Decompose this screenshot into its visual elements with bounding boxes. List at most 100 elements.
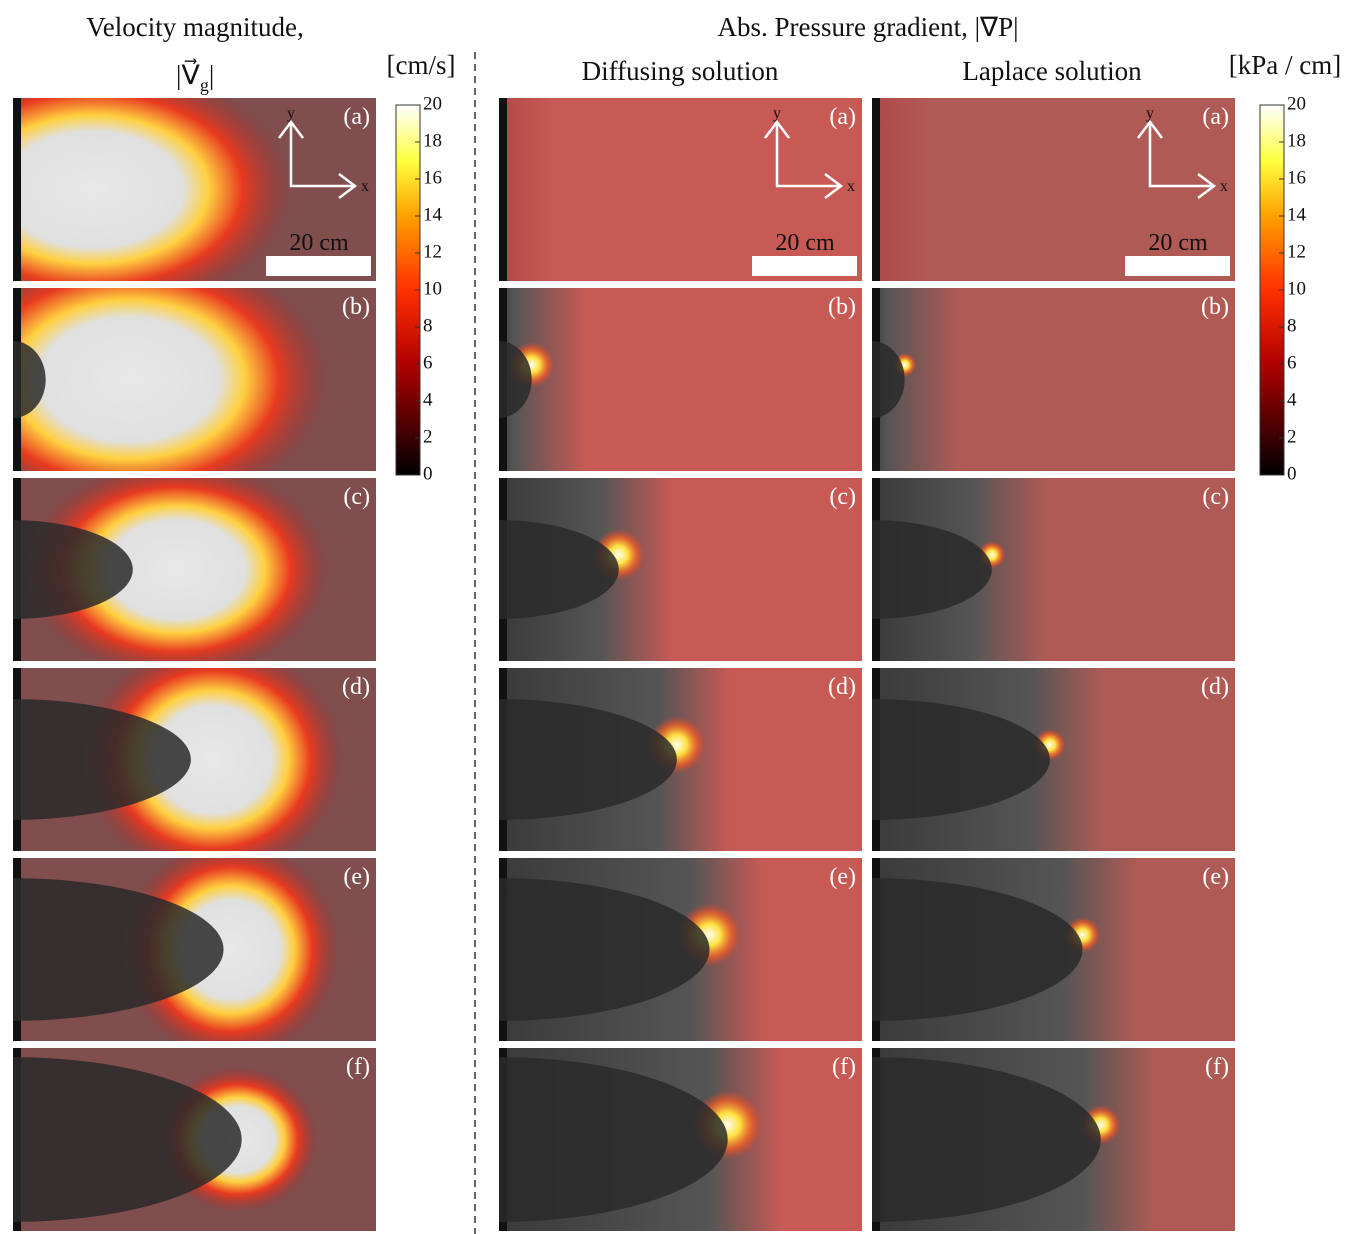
scale-bar-label: 20 cm	[775, 230, 835, 256]
panel-image	[499, 98, 862, 281]
colorbar-tick-label: 6	[1287, 352, 1297, 373]
axis-label: x	[361, 178, 369, 195]
scale-bar	[1125, 256, 1230, 276]
colorbar-tick-label: 4	[1287, 389, 1297, 410]
panel: (e)	[13, 858, 376, 1041]
colorbar-tick-label: 0	[423, 463, 433, 484]
injection-edge	[13, 98, 21, 281]
panel-label: (d)	[342, 674, 370, 700]
colorbar-tick-label: 16	[423, 167, 442, 188]
left-symbol: |V⃗g|	[176, 58, 214, 95]
panel-label: (f)	[1205, 1054, 1229, 1080]
panel-image	[13, 478, 376, 661]
panel: (e)	[499, 858, 862, 1041]
panel: (c)	[872, 478, 1235, 661]
panel-image	[872, 288, 1235, 471]
velocity-field	[13, 288, 329, 471]
panel-image	[13, 1048, 376, 1231]
axis-arrows	[1137, 119, 1217, 199]
panel: (d)	[13, 668, 376, 851]
background	[499, 98, 862, 281]
panel-image	[872, 1048, 1235, 1231]
axis-label: x	[1220, 178, 1228, 195]
colorbar-tick-label: 16	[1287, 167, 1306, 188]
colorbar-tick-label: 6	[423, 352, 433, 373]
panel: (f)	[13, 1048, 376, 1231]
symbol-close: |	[209, 60, 214, 90]
panel-label: (a)	[1202, 104, 1229, 130]
panel-label: (f)	[346, 1054, 370, 1080]
colorbar-tick-label: 14	[1287, 204, 1307, 225]
panel-image	[499, 858, 862, 1041]
panel: (b)	[499, 288, 862, 471]
scale-bar-label: 20 cm	[1148, 230, 1208, 256]
panel: (f)	[499, 1048, 862, 1231]
panel: (a) y x 20 cm	[872, 98, 1235, 281]
left-title: Velocity magnitude,	[86, 12, 303, 42]
colorbar-tick-label: 8	[1287, 315, 1297, 336]
injection-edge	[499, 98, 507, 281]
panel-label: (c)	[1202, 484, 1229, 510]
panel-label: (d)	[1201, 674, 1229, 700]
panel-label: (b)	[342, 294, 370, 320]
finger-pattern	[872, 878, 1083, 1021]
panel-label: (a)	[343, 104, 370, 130]
colorbar-tick-label: 2	[1287, 426, 1297, 447]
velocity-field	[23, 478, 329, 661]
panel-label: (e)	[343, 864, 370, 890]
colorbar-tick-label: 4	[423, 389, 433, 410]
axis-label: x	[847, 178, 855, 195]
axis-label: y	[773, 105, 781, 122]
background	[499, 288, 862, 471]
colorbar-tick-label: 2	[423, 426, 433, 447]
colorbar-tick-label: 18	[423, 130, 442, 151]
finger-pattern	[872, 699, 1050, 820]
panel: (d)	[499, 668, 862, 851]
velocity-field	[121, 858, 340, 1041]
panel-label: (c)	[829, 484, 856, 510]
colorbar-tick-label: 0	[1287, 463, 1297, 484]
right-unit: [kPa / cm]	[1229, 50, 1341, 80]
panel: (b)	[13, 288, 376, 471]
panel: (c)	[13, 478, 376, 661]
colorbar-tick-label: 12	[423, 241, 442, 262]
panel: (b)	[872, 288, 1235, 471]
panel-image	[872, 668, 1235, 851]
panel-image	[13, 98, 376, 281]
background	[872, 98, 1235, 281]
panel: (f)	[872, 1048, 1235, 1231]
colorbar-tick-label: 20	[1287, 93, 1306, 114]
velocity-field	[82, 668, 344, 851]
finger-pattern	[499, 520, 619, 619]
panel-label: (c)	[343, 484, 370, 510]
panel: (d)	[872, 668, 1235, 851]
panel-label: (e)	[829, 864, 856, 890]
axis-label: y	[1146, 105, 1154, 122]
finger-pattern	[872, 520, 992, 619]
injection-edge	[872, 98, 880, 281]
axis-arrows	[278, 119, 358, 199]
panel-image	[13, 288, 376, 471]
colorbar-tick-label: 20	[423, 93, 442, 114]
panel: (e)	[872, 858, 1235, 1041]
panel-label: (a)	[829, 104, 856, 130]
finger-pattern	[499, 699, 677, 820]
column-title: Laplace solution	[962, 56, 1142, 86]
finger-pattern	[13, 341, 46, 418]
panel-image	[499, 668, 862, 851]
colorbar-tick-label: 10	[1287, 278, 1306, 299]
colorbar-tick-label: 8	[423, 315, 433, 336]
panel-image	[499, 288, 862, 471]
axis-arrows	[764, 119, 844, 199]
panel: (a) y x 20 cm	[499, 98, 862, 281]
panel-label: (e)	[1202, 864, 1229, 890]
scale-bar	[266, 256, 371, 276]
panel-label: (d)	[828, 674, 856, 700]
symbol: |V⃗	[176, 58, 200, 90]
finger-pattern	[13, 878, 224, 1021]
finger-pattern	[13, 520, 133, 619]
left-unit: [cm/s]	[387, 50, 456, 80]
column-title: Diffusing solution	[582, 56, 779, 86]
colorbar-tick-label: 12	[1287, 241, 1306, 262]
symbol-sub: g	[200, 75, 209, 95]
